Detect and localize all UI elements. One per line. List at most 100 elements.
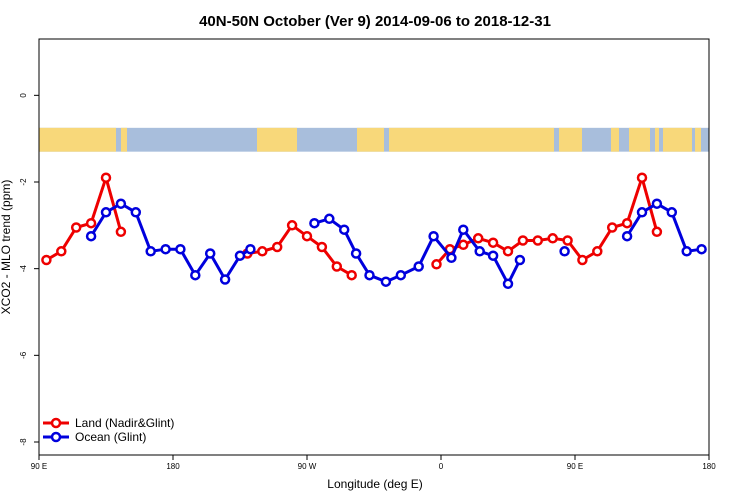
series-0-point-1-6 <box>331 261 343 272</box>
series-1-point-1-12 <box>487 250 499 261</box>
series-1-point-1-14 <box>514 254 526 266</box>
legend-ocean-label: Ocean (Glint) <box>75 430 146 444</box>
series-1-point-0-3 <box>130 207 142 218</box>
y-axis-label: XCO2 - MLO trend (ppm) <box>0 180 13 315</box>
series-1-point-0-6 <box>175 243 186 255</box>
series-0-point-2-4 <box>487 237 499 248</box>
series-0-point-2-14 <box>636 172 648 183</box>
x-tick-label-0: 90 E <box>31 462 47 471</box>
legend-land-label: Land (Nadir&Glint) <box>75 416 174 430</box>
series-0-point-2-3 <box>472 233 484 244</box>
land-ocean-bar <box>39 127 709 152</box>
series-0-point-2-12 <box>606 222 618 233</box>
series-0-point-0-5 <box>115 226 127 238</box>
series-1 <box>85 198 707 290</box>
series-0-point-2-6 <box>517 235 529 246</box>
series-1-point-1-11 <box>474 246 485 257</box>
x-axis: 90 E 180 90 W 0 90 E 180 <box>31 455 716 471</box>
series-1-point-0-9 <box>219 274 231 285</box>
series-1-point-0-8 <box>204 248 216 259</box>
series-1-point-1-13 <box>502 278 514 290</box>
series-1-point-1-9 <box>446 252 457 264</box>
series-0-point-1-5 <box>316 241 328 253</box>
land-mass-6 <box>611 127 619 152</box>
series-0-point-0-0 <box>41 254 52 266</box>
land-mass-3 <box>357 127 384 152</box>
series-0-point-2-5 <box>502 246 514 257</box>
series-1-point-1-5 <box>380 276 392 287</box>
series-0-point-0-1 <box>56 246 67 257</box>
x-tick-label-5: 180 <box>702 462 716 471</box>
series-1-point-0-5 <box>160 243 171 255</box>
series-1-point-0-4 <box>145 246 156 257</box>
x-tick-label-2: 90 W <box>298 462 317 471</box>
land-mass-5 <box>559 127 582 152</box>
land-mass-4 <box>389 127 554 152</box>
x-tick-label-1: 180 <box>166 462 180 471</box>
series-0-point-1-4 <box>301 230 313 242</box>
series-1-point-1-2 <box>338 224 350 235</box>
land-mass-0 <box>39 127 116 152</box>
series-0-point-1-2 <box>271 241 283 253</box>
legend-ocean-marker <box>50 431 62 443</box>
land-mass-1 <box>121 127 127 152</box>
series-0-point-2-10 <box>577 254 588 266</box>
series-0-point-0-3 <box>85 217 97 229</box>
series-0-point-1-1 <box>257 246 268 257</box>
series-1-point-0-2 <box>115 198 127 209</box>
series-0-point-1-3 <box>286 220 298 231</box>
series-0 <box>41 172 663 281</box>
land-mass-9 <box>663 127 692 152</box>
series-1-point-1-3 <box>350 248 362 259</box>
y-tick-label-2: -4 <box>19 265 28 273</box>
land-mass-2 <box>257 127 297 152</box>
series-1-point-0-11 <box>245 243 256 255</box>
series-1-point-0-1 <box>100 207 112 218</box>
series-0-point-1-7 <box>346 269 357 281</box>
series-1-point-1-1 <box>324 213 335 225</box>
x-axis-label: Longitude (deg E) <box>327 477 422 491</box>
series-1-point-3-0 <box>621 230 633 242</box>
series-1-point-1-6 <box>395 269 407 281</box>
series-0-point-2-11 <box>592 246 603 257</box>
series-layer <box>41 172 707 290</box>
series-1-point-3-4 <box>681 246 692 257</box>
series-1-point-0-0 <box>85 230 97 242</box>
series-0-point-0-4 <box>100 172 112 183</box>
series-1-point-0-10 <box>234 250 246 261</box>
y-tick-label-4: -8 <box>19 438 28 446</box>
x-tick-label-3: 0 <box>439 462 444 471</box>
series-0-point-2-9 <box>562 235 573 246</box>
series-1-point-2-0 <box>559 246 570 257</box>
legend: Land (Nadir&Glint) Ocean (Glint) <box>43 416 174 444</box>
series-0-point-2-2 <box>458 239 469 251</box>
series-1-point-1-4 <box>364 269 375 281</box>
series-1-point-3-3 <box>666 207 678 218</box>
land-mass-8 <box>655 127 659 152</box>
series-1-point-1-10 <box>458 224 469 235</box>
chart-title: 40N-50N October (Ver 9) 2014-09-06 to 20… <box>199 13 551 30</box>
plot-frame <box>38 38 710 456</box>
series-0-point-2-7 <box>532 235 544 246</box>
series-1-point-1-7 <box>413 261 424 272</box>
series-1-point-1-0 <box>309 217 320 229</box>
series-0-point-2-15 <box>651 226 663 238</box>
series-0-point-2-8 <box>547 233 558 244</box>
series-1-point-3-1 <box>636 207 648 218</box>
x-tick-label-4: 90 E <box>567 462 583 471</box>
land-mass-10 <box>695 127 701 152</box>
series-1-point-0-7 <box>190 269 201 281</box>
y-tick-label-0: 0 <box>19 93 28 98</box>
series-0-point-0-2 <box>70 222 82 233</box>
series-1-point-3-5 <box>696 243 707 255</box>
y-tick-label-1: -2 <box>19 178 28 186</box>
series-1-point-3-2 <box>651 198 663 209</box>
legend-land-marker <box>50 417 62 429</box>
series-0-point-2-13 <box>621 217 633 229</box>
y-axis: 0 -2 -4 -6 -8 <box>19 93 39 446</box>
y-tick-label-3: -6 <box>19 351 28 359</box>
series-0-point-2-0 <box>431 259 442 270</box>
land-mass-7 <box>629 127 650 152</box>
series-1-point-1-8 <box>428 230 439 242</box>
